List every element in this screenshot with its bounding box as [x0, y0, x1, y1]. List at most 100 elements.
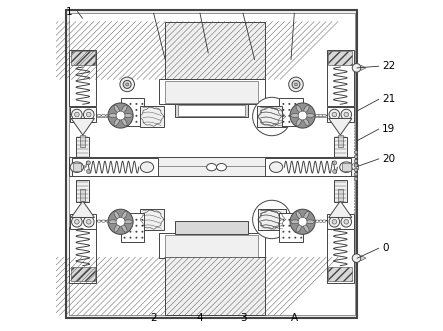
Circle shape	[116, 111, 125, 120]
Circle shape	[124, 225, 125, 227]
Bar	[120, 213, 144, 242]
Circle shape	[294, 225, 296, 227]
Ellipse shape	[315, 115, 319, 117]
Circle shape	[344, 112, 349, 117]
Text: 19: 19	[382, 124, 395, 134]
Ellipse shape	[319, 220, 323, 222]
Bar	[280, 214, 302, 241]
Circle shape	[354, 164, 358, 167]
Circle shape	[352, 254, 361, 262]
Circle shape	[124, 121, 125, 123]
Circle shape	[333, 169, 337, 173]
Ellipse shape	[124, 220, 132, 224]
Circle shape	[294, 103, 296, 105]
Ellipse shape	[340, 162, 353, 172]
Circle shape	[354, 151, 358, 154]
Circle shape	[300, 231, 302, 233]
Circle shape	[289, 77, 303, 92]
Bar	[328, 51, 352, 65]
Circle shape	[300, 103, 302, 105]
Ellipse shape	[97, 115, 101, 117]
Circle shape	[126, 83, 128, 86]
Circle shape	[288, 237, 290, 239]
Circle shape	[141, 103, 144, 105]
Circle shape	[136, 231, 137, 233]
Circle shape	[290, 209, 315, 234]
Bar	[69, 13, 354, 315]
Circle shape	[282, 231, 284, 233]
Circle shape	[136, 115, 137, 117]
Bar	[69, 50, 97, 106]
Bar	[76, 137, 89, 157]
Ellipse shape	[322, 115, 326, 117]
Text: 4: 4	[197, 313, 203, 323]
Circle shape	[124, 109, 125, 111]
Bar	[165, 22, 264, 79]
Bar	[165, 257, 264, 315]
Circle shape	[354, 168, 358, 171]
Bar	[71, 51, 95, 65]
Ellipse shape	[269, 162, 283, 172]
Text: 21: 21	[382, 94, 395, 104]
Circle shape	[141, 109, 144, 111]
Circle shape	[300, 115, 302, 117]
Circle shape	[72, 109, 82, 120]
Circle shape	[141, 231, 144, 233]
Ellipse shape	[97, 220, 101, 222]
Text: 0: 0	[382, 243, 389, 253]
Text: 2: 2	[150, 313, 157, 323]
Bar	[258, 209, 286, 230]
Bar	[265, 158, 351, 176]
Ellipse shape	[291, 220, 299, 224]
Bar	[280, 99, 302, 125]
Circle shape	[298, 217, 307, 226]
Circle shape	[329, 216, 340, 227]
Circle shape	[300, 237, 302, 239]
Circle shape	[282, 121, 284, 123]
Ellipse shape	[140, 162, 154, 172]
Ellipse shape	[291, 114, 299, 118]
Circle shape	[294, 237, 296, 239]
Bar	[69, 157, 354, 176]
Ellipse shape	[319, 115, 323, 117]
Circle shape	[288, 231, 290, 233]
Ellipse shape	[101, 220, 105, 222]
Ellipse shape	[296, 211, 302, 219]
Circle shape	[282, 103, 284, 105]
Bar	[179, 105, 245, 116]
Ellipse shape	[101, 115, 105, 117]
Circle shape	[129, 103, 132, 105]
Bar	[334, 180, 347, 202]
Circle shape	[253, 200, 291, 239]
Bar	[76, 180, 89, 202]
Circle shape	[129, 225, 132, 227]
Circle shape	[129, 115, 132, 117]
Circle shape	[290, 103, 315, 128]
Circle shape	[288, 219, 290, 221]
Ellipse shape	[114, 118, 120, 126]
Ellipse shape	[322, 220, 326, 222]
Circle shape	[288, 225, 290, 227]
Ellipse shape	[121, 224, 127, 232]
Polygon shape	[71, 201, 94, 217]
Circle shape	[354, 155, 358, 158]
Ellipse shape	[106, 115, 110, 117]
Bar	[342, 163, 350, 171]
Circle shape	[332, 219, 337, 224]
Ellipse shape	[217, 164, 226, 171]
Ellipse shape	[303, 105, 309, 113]
Ellipse shape	[109, 220, 117, 224]
Circle shape	[341, 216, 352, 227]
Circle shape	[124, 237, 125, 239]
Ellipse shape	[303, 118, 309, 126]
Bar	[327, 227, 354, 283]
Ellipse shape	[110, 115, 114, 117]
Ellipse shape	[114, 211, 120, 219]
Polygon shape	[361, 256, 366, 261]
Bar	[121, 99, 143, 125]
Circle shape	[329, 109, 340, 120]
Circle shape	[282, 225, 284, 227]
Circle shape	[124, 231, 125, 233]
Circle shape	[124, 103, 125, 105]
Circle shape	[288, 115, 290, 117]
